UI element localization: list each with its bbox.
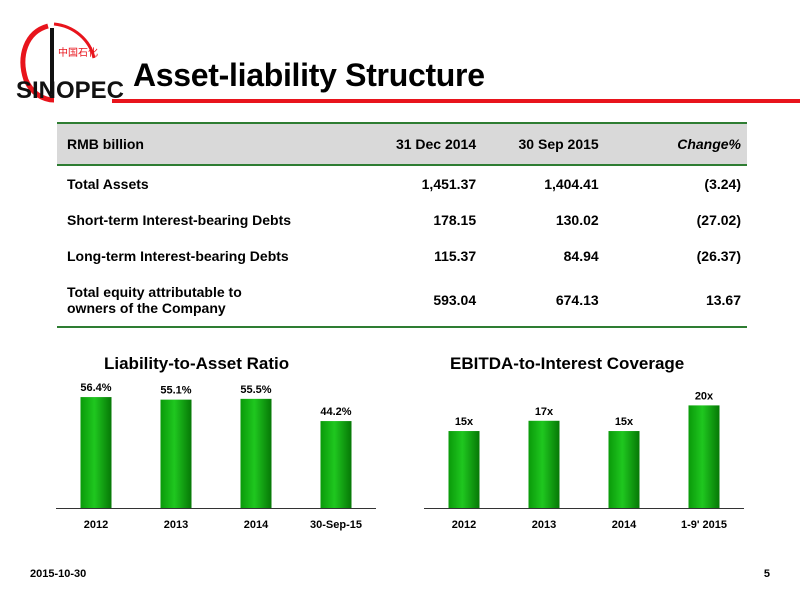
cell-value: 593.04 [375,274,483,328]
asset-liability-table: RMB billion 31 Dec 2014 30 Sep 2015 Chan… [57,122,747,328]
x-tick-label: 2014 [612,519,637,531]
cell-value: 1,404.41 [544,176,599,192]
cell-value: 674.13 [482,274,605,328]
cell-value: 1,451.37 [421,176,477,192]
cell-value: (27.02) [696,212,741,228]
bar-2014 [608,431,640,508]
x-tick-label: 2012 [452,519,476,531]
liability-ratio-chart: 56.4% 2012 55.1% 2013 55.5% 2014 44.2% 30-Sep-1… [56,383,376,531]
page-number: 5 [763,568,770,580]
x-tick-label: 2012 [84,519,108,531]
bar-2013 [528,420,560,508]
header-sep-2015: 30 Sep 2015 [482,122,605,166]
x-tick-label: 30-Sep-15 [310,519,362,531]
x-tick-label: 2014 [244,519,269,531]
slide-title: Asset-liability Structure [133,57,485,93]
x-tick-label: 2013 [164,519,188,531]
data-label: 20x [695,390,714,402]
bar-2012 [80,397,112,508]
title-underline [112,99,800,103]
table-row: Total equity attributable to owners of th… [57,274,747,328]
chart-title-ebitda-coverage: EBITDA-to-Interest Coverage [450,354,685,373]
data-label: 55.5% [240,384,271,396]
data-label: 44.2% [320,406,351,418]
bar-1-9' 2015 [688,405,720,508]
data-label: 15x [455,416,474,428]
bar-30-Sep-15 [320,421,352,508]
cell-value: 178.15 [433,212,477,228]
cell-value: (3.24) [704,176,741,192]
x-tick-label: 1-9' 2015 [681,519,727,531]
svg-text:中国石化: 中国石化 [58,46,98,59]
ebitda-coverage-chart: 15x 2012 17x 2013 15x 2014 20x 1-9' 2015 [424,390,744,531]
data-label: 56.4% [80,383,111,394]
chart-title-liability-ratio: Liability-to-Asset Ratio [104,354,290,373]
bar-2014 [240,398,272,508]
table-row: Long-term Interest-bearing Debts 115.37 … [57,238,747,274]
data-label: 55.1% [160,385,191,397]
cell-value: 130.02 [555,212,599,228]
bar-2012 [448,431,480,508]
table-header-row: RMB billion 31 Dec 2014 30 Sep 2015 Chan… [57,122,747,166]
row-label: Total equity attributable to owners of th… [57,274,376,328]
sinopec-logo: 中国石化 SINOPEC [16,22,124,104]
header-dec-2014: 31 Dec 2014 [375,122,483,166]
row-label: Long-term Interest-bearing Debts [67,248,289,264]
table-row: Short-term Interest-bearing Debts 178.15… [57,202,747,238]
cell-value: (26.37) [696,248,741,264]
header-unit: RMB billion [57,122,376,166]
row-label: Short-term Interest-bearing Debts [67,212,292,228]
footer-date: 2015-10-30 [30,568,87,580]
data-label: 15x [615,416,634,428]
cell-value: 115.37 [434,248,477,264]
row-label: Total Assets [67,176,149,192]
table-row: Total Assets 1,451.37 1,404.41 (3.24) [57,165,747,202]
bar-2013 [160,399,192,508]
header-change: Change% [604,122,747,166]
cell-value: 84.94 [563,248,599,264]
cell-value: 13.67 [604,274,747,328]
x-tick-label: 2013 [532,519,556,531]
data-label: 17x [535,406,554,418]
svg-text:SINOPEC: SINOPEC [16,77,124,104]
